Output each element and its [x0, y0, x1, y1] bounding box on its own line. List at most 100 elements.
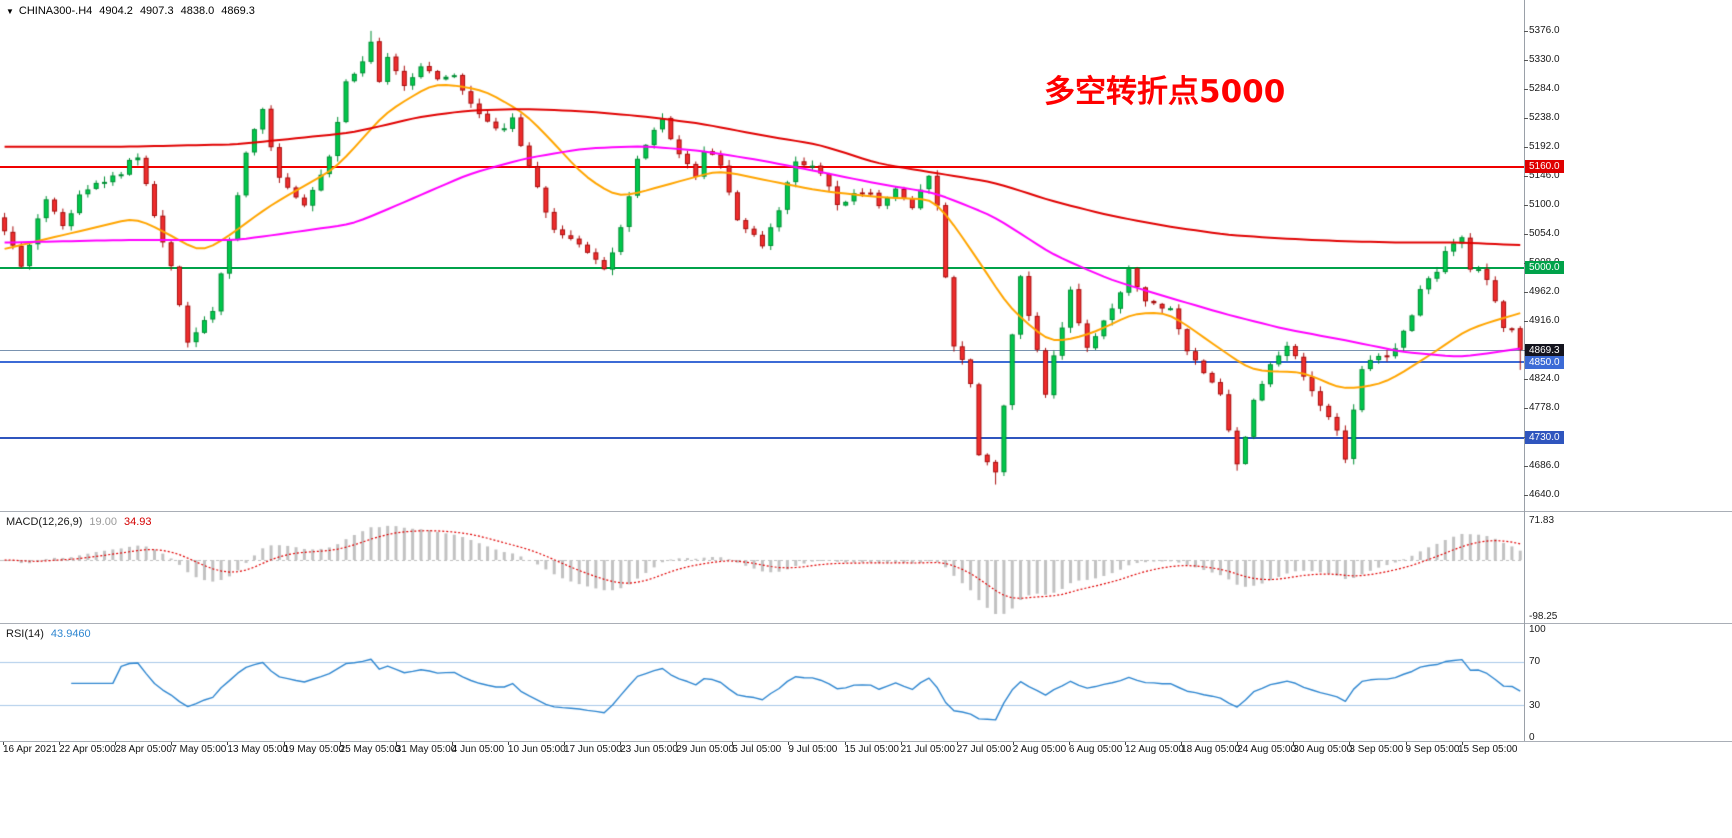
price-badge: 4869.3	[1525, 343, 1564, 357]
time-axis-label: 15 Jul 05:00	[844, 744, 900, 755]
panel-separator[interactable]	[0, 623, 1732, 624]
time-axis-tick-mark	[1125, 742, 1126, 745]
price-axis-tick-label: 5238.0	[1529, 111, 1560, 123]
time-axis-label: 22 Apr 05:00	[59, 744, 116, 755]
price-axis-tick-mark	[1524, 407, 1528, 409]
price-axis-tick-mark	[1524, 233, 1528, 235]
oneclick-trading-toggle-icon[interactable]: ▼	[6, 7, 14, 16]
macd-indicator-label: MACD(12,26,9) 19.00 34.93	[6, 516, 158, 528]
symbol-period-label: CHINA300-.H4	[18, 5, 93, 17]
price-axis-tick-label: 4962.0	[1529, 285, 1560, 297]
time-axis-tick-mark	[620, 742, 622, 745]
price-axis-tick-label: 4824.0	[1529, 372, 1560, 384]
time-axis-label: 17 Jun 05:00	[564, 744, 622, 755]
price-axis-tick-mark	[1524, 175, 1528, 177]
macd-panel-canvas[interactable]	[0, 512, 1524, 622]
time-axis-label: 12 Aug 05:00	[1125, 744, 1184, 755]
rsi-axis-70: 70	[1529, 656, 1541, 667]
time-axis-tick-mark	[732, 742, 734, 745]
time-axis-label: 30 Aug 05:00	[1293, 744, 1353, 755]
price-axis-tick-label: 4640.0	[1529, 488, 1560, 500]
time-axis-tick-mark	[1461, 742, 1463, 745]
price-axis-tick-label: 4686.0	[1529, 459, 1560, 471]
time-axis-tick-mark	[844, 742, 846, 745]
time-axis-label: 23 Jun 05:00	[620, 744, 678, 755]
price-axis-tick-label: 5192.0	[1529, 140, 1560, 152]
time-axis-tick-mark	[1405, 742, 1407, 745]
time-axis-tick-mark	[283, 742, 285, 745]
rsi-value: 43.9460	[50, 628, 91, 640]
ohlc-open: 4904.2	[99, 5, 133, 17]
price-axis-tick-label: 5054.0	[1529, 227, 1560, 239]
time-axis-label: 29 Jun 05:00	[676, 744, 735, 755]
time-axis-label: 21 Jul 05:00	[900, 744, 956, 755]
price-axis-tick-mark	[1524, 30, 1528, 32]
price-axis-tick-mark	[1524, 204, 1528, 206]
time-axis-tick-mark	[900, 742, 902, 745]
rsi-axis-0: 0	[1529, 732, 1535, 743]
price-axis-tick-mark	[1524, 465, 1528, 467]
time-axis-tick-mark	[339, 742, 341, 745]
price-axis-tick-label: 5146.0	[1529, 169, 1560, 181]
chart-ohlc-line: ▼ CHINA300-.H4 4904.2 4907.3 4838.0 4869.3	[6, 5, 262, 17]
price-badge: 5160.0	[1525, 160, 1564, 174]
time-axis-tick-mark	[451, 742, 453, 745]
time-axis-tick-mark	[227, 742, 229, 745]
price-axis-tick-label: 5376.0	[1529, 24, 1560, 36]
price-axis-tick-mark	[1524, 117, 1528, 119]
time-axis-tick-mark	[564, 742, 565, 745]
time-axis-label: 25 May 05:00	[339, 744, 401, 755]
price-axis-tick-label: 5100.0	[1529, 198, 1560, 210]
time-axis-label: 4 Jun 05:00	[451, 744, 505, 755]
time-axis-tick-mark	[1237, 742, 1239, 745]
time-axis-tick-mark	[3, 742, 4, 745]
time-axis-tick-mark	[788, 742, 790, 745]
time-axis-label: 19 May 05:00	[283, 744, 345, 755]
time-axis-label: 3 Sep 05:00	[1349, 744, 1404, 755]
time-axis-label: 7 May 05:00	[171, 744, 227, 755]
time-axis-tick-mark	[115, 742, 117, 745]
price-badge: 4730.0	[1525, 431, 1564, 445]
time-axis-label: 5 Jul 05:00	[732, 744, 782, 755]
time-axis-label: 10 Jun 05:00	[507, 744, 566, 755]
panel-separator[interactable]	[0, 511, 1732, 512]
time-axis-tick-mark	[1293, 742, 1295, 745]
price-axis-tick-mark	[1524, 494, 1528, 496]
price-axis-tick-label: 4778.0	[1529, 401, 1560, 413]
time-axis-label: 27 Jul 05:00	[956, 744, 1012, 755]
price-axis-tick-label: 5284.0	[1529, 82, 1560, 94]
price-axis-tick-label: 4916.0	[1529, 314, 1560, 326]
annotation-text[interactable]: 多空转折点5000	[1044, 74, 1286, 110]
time-axis-label: 16 Apr 2021	[3, 744, 57, 755]
price-scale-separator	[1524, 0, 1525, 741]
price-chart-canvas[interactable]	[0, 0, 1524, 511]
macd-axis-min: -98.25	[1529, 611, 1558, 622]
price-axis-tick-mark	[1524, 146, 1528, 148]
time-axis-label: 13 May 05:00	[227, 744, 288, 755]
rsi-axis-30: 30	[1529, 700, 1541, 711]
time-axis-label: 9 Sep 05:00	[1405, 744, 1460, 755]
time-axis-label: 2 Aug 05:00	[1012, 744, 1067, 755]
time-axis-tick-mark	[676, 742, 678, 745]
time-axis-tick-mark	[1181, 742, 1183, 745]
time-axis-tick-mark	[1068, 742, 1070, 745]
ohlc-high: 4907.3	[139, 5, 174, 17]
time-axis-label: 15 Sep 05:00	[1458, 744, 1518, 755]
time-axis-label: 9 Jul 05:00	[788, 744, 838, 755]
time-axis-label: 28 Apr 05:00	[115, 744, 172, 755]
panel-separator[interactable]	[0, 741, 1732, 742]
time-axis-tick-mark	[1349, 742, 1351, 745]
time-axis-label: 18 Aug 05:00	[1181, 744, 1241, 755]
time-axis-tick-mark	[507, 742, 509, 745]
macd-axis-max: 71.83	[1529, 515, 1555, 526]
rsi-panel-canvas[interactable]	[0, 624, 1524, 741]
rsi-axis-100: 100	[1529, 624, 1546, 635]
macd-main-value: 19.00	[89, 516, 117, 528]
rsi-indicator-label: RSI(14) 43.9460	[6, 628, 98, 640]
price-axis-tick-mark	[1524, 88, 1528, 90]
price-axis-tick-mark	[1524, 378, 1528, 380]
time-axis-tick-mark	[395, 742, 397, 745]
ohlc-close: 4869.3	[221, 5, 255, 17]
time-axis-tick-mark	[59, 742, 61, 745]
